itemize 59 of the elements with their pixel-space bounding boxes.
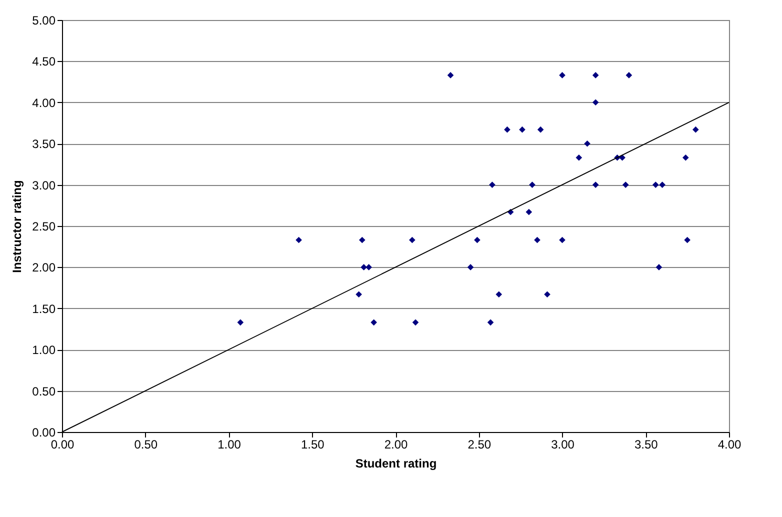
y-tick-label: 3.00 xyxy=(32,178,56,192)
y-tick-label: 2.00 xyxy=(32,260,56,275)
point xyxy=(626,72,632,78)
point xyxy=(584,140,590,147)
point xyxy=(592,99,599,106)
point xyxy=(370,319,377,326)
point xyxy=(360,264,367,270)
point xyxy=(409,236,416,244)
point xyxy=(296,236,302,244)
point xyxy=(544,291,550,298)
x-tick-label: 3.50 xyxy=(634,438,658,452)
point xyxy=(356,291,362,298)
point xyxy=(576,154,582,161)
x-tick-label: 3.00 xyxy=(551,438,575,452)
x-tick-label: 1.00 xyxy=(218,438,242,452)
x-tick-label: 2.50 xyxy=(468,438,492,452)
y-tick-label: 0.00 xyxy=(32,426,56,440)
point xyxy=(622,182,629,188)
x-tick-label: 0.50 xyxy=(134,438,158,452)
x-tick-label: 0.00 xyxy=(50,438,74,452)
point xyxy=(489,182,496,188)
point xyxy=(467,264,474,270)
point xyxy=(496,291,502,298)
point xyxy=(592,182,599,188)
point xyxy=(656,264,662,270)
point xyxy=(652,182,659,188)
point xyxy=(526,208,532,216)
point xyxy=(447,72,454,78)
point xyxy=(366,264,372,270)
point xyxy=(487,319,494,326)
y-axis-title: Instructor rating xyxy=(10,180,24,273)
y-tick-label: 2.50 xyxy=(32,220,56,234)
point xyxy=(537,126,544,133)
x-tick-label: 2.00 xyxy=(384,438,408,452)
y-tick-label: 4.00 xyxy=(32,96,56,110)
point xyxy=(529,182,536,188)
point xyxy=(474,236,480,244)
point xyxy=(412,319,419,326)
point xyxy=(592,72,599,78)
x-tick-label: 1.50 xyxy=(300,438,325,452)
point xyxy=(519,126,526,133)
point xyxy=(659,182,666,188)
point xyxy=(682,154,689,161)
point xyxy=(504,126,510,133)
y-tick-label: 0.50 xyxy=(32,384,56,398)
point xyxy=(358,236,366,244)
point xyxy=(237,319,244,326)
y-tick-label: 1.50 xyxy=(32,302,56,316)
x-tick-label: 4.00 xyxy=(718,438,742,452)
y-tick-label: 3.50 xyxy=(32,137,56,152)
x-axis-title: Student rating xyxy=(355,456,437,470)
point xyxy=(534,236,540,244)
point xyxy=(692,126,699,133)
point xyxy=(684,236,690,244)
y-tick-label: 1.00 xyxy=(32,343,56,358)
y-tick-label: 5.00 xyxy=(32,14,56,28)
y-tick-label: 4.50 xyxy=(32,54,56,69)
point xyxy=(559,236,566,244)
point xyxy=(559,72,566,78)
